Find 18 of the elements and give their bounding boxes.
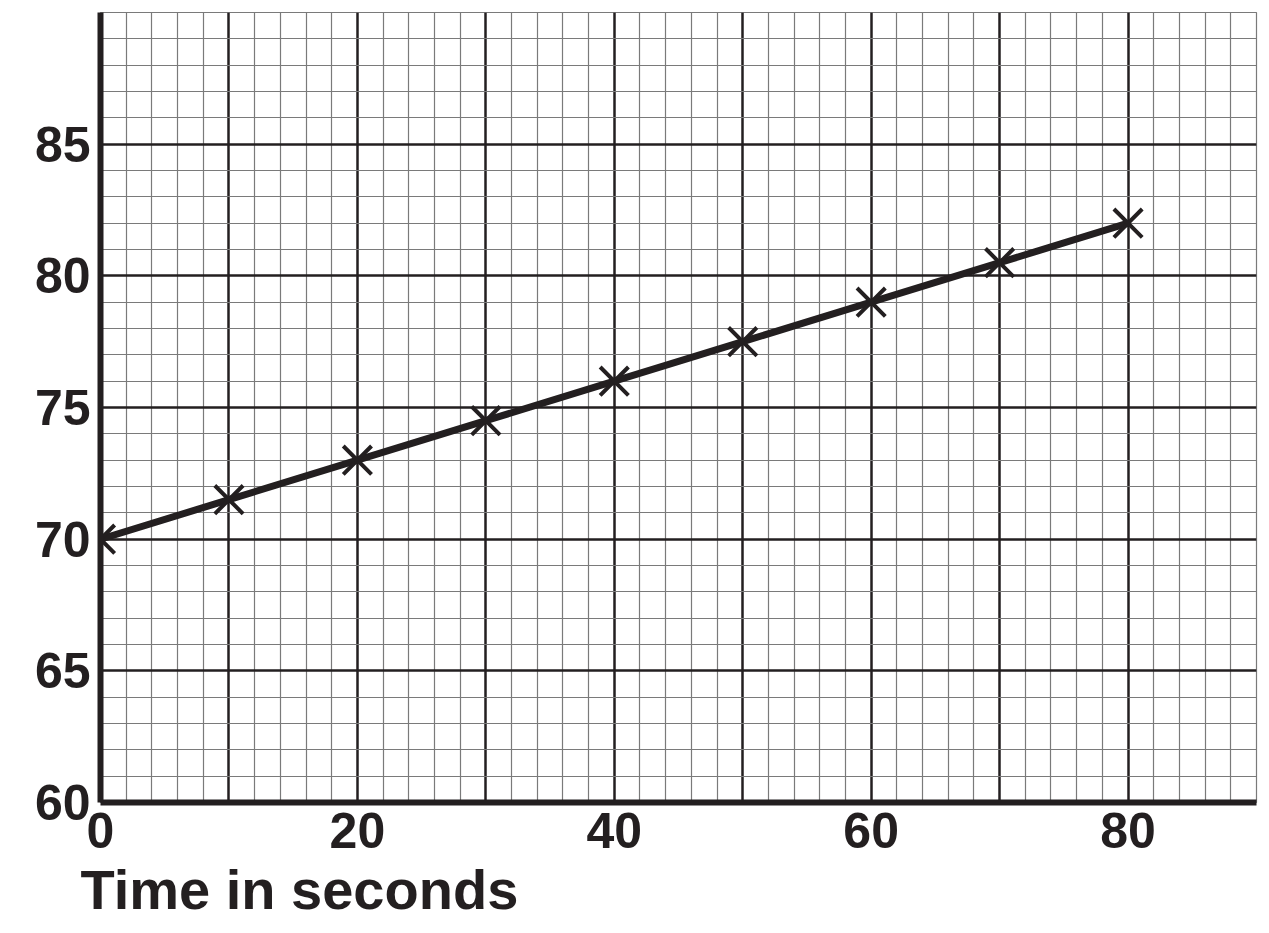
x-tick-label: 80	[1100, 802, 1156, 859]
point	[855, 286, 888, 319]
x-axis-title: Time in seconds	[80, 857, 519, 921]
y-tick-label: 75	[34, 380, 91, 436]
y-tick-label: 80	[34, 248, 91, 305]
x-tick-label: 60	[843, 802, 899, 859]
point	[212, 483, 246, 516]
point	[983, 246, 1016, 279]
y-tick-label: 65	[34, 643, 91, 700]
x-tick-label: 40	[586, 802, 643, 859]
point	[598, 365, 631, 398]
y-tick-label: 85	[34, 116, 91, 173]
point	[469, 404, 502, 437]
point	[341, 444, 374, 477]
point	[1111, 207, 1145, 240]
y-tick-label: 70	[34, 511, 91, 568]
x-tick-label: 20	[329, 802, 386, 859]
point	[726, 325, 759, 358]
